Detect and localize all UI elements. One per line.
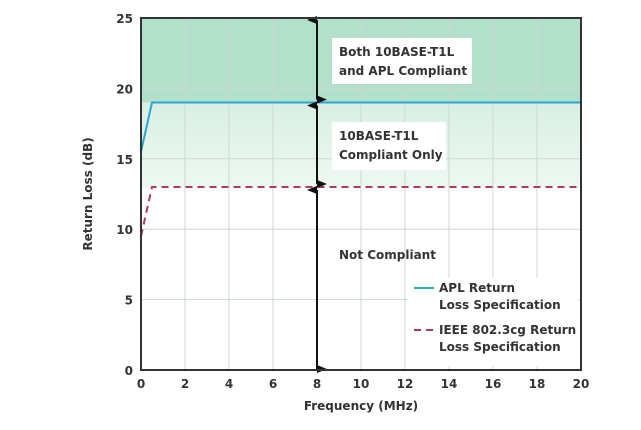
- region-label: 10BASE-T1L: [339, 129, 419, 143]
- x-tick-label: 12: [397, 377, 414, 391]
- x-tick-label: 10: [353, 377, 370, 391]
- legend-label: Loss Specification: [439, 340, 561, 354]
- legend-label: IEEE 802.3cg Return: [439, 323, 576, 337]
- y-tick-label: 10: [116, 223, 133, 237]
- region-label: Both 10BASE-T1L: [339, 45, 455, 59]
- plot-frame: [140, 17, 582, 371]
- y-tick-label: 15: [116, 153, 133, 167]
- x-tick-label: 2: [181, 377, 189, 391]
- x-tick-label: 8: [313, 377, 321, 391]
- region-label: and APL Compliant: [339, 64, 467, 78]
- region-label-box: [332, 122, 446, 170]
- region-label: Compliant Only: [339, 148, 443, 162]
- x-tick-label: 6: [269, 377, 277, 391]
- legend-label: APL Return: [439, 281, 515, 295]
- x-tick-label: 20: [573, 377, 590, 391]
- x-tick-label: 4: [225, 377, 233, 391]
- x-axis-label: Frequency (MHz): [304, 399, 418, 413]
- y-axis-label: Return Loss (dB): [81, 137, 95, 250]
- x-tick-label: 18: [529, 377, 546, 391]
- x-tick-label: 14: [441, 377, 458, 391]
- series-line-1: [140, 185, 581, 237]
- legend-box: [408, 278, 578, 366]
- y-tick-label: 5: [125, 294, 133, 308]
- x-tick-label: 16: [485, 377, 502, 391]
- legend-label: Loss Specification: [439, 298, 561, 312]
- series-line-0: [140, 101, 581, 152]
- region-label-box: [332, 38, 472, 84]
- region-label: Not Compliant: [339, 248, 436, 262]
- y-tick-label: 20: [116, 82, 133, 96]
- y-tick-label: 0: [125, 364, 133, 378]
- y-tick-label: 25: [116, 12, 133, 26]
- x-tick-label: 0: [137, 377, 145, 391]
